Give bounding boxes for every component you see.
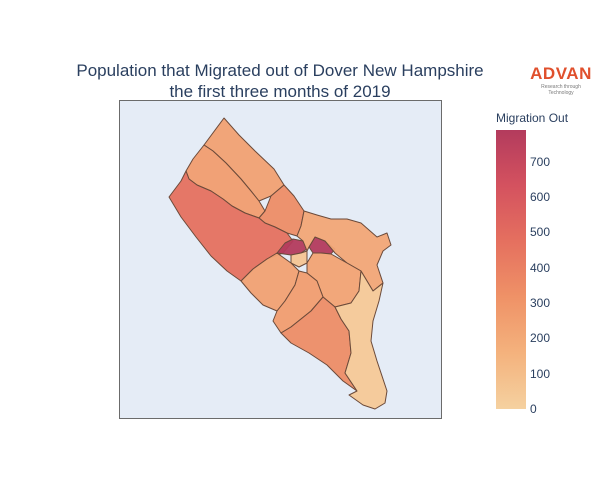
title-line-2: the first three months of 2019: [169, 82, 391, 101]
colorbar: [496, 130, 526, 409]
colorbar-tick-label: 700: [530, 154, 551, 169]
advan-logo: ADVAN Research through Technology: [528, 64, 594, 97]
colorbar-tick-label: 0: [530, 402, 537, 416]
logo-tagline: Research through Technology: [541, 84, 581, 96]
colorbar-title: Migration Out: [496, 111, 569, 125]
chart-title: Population that Migrated out of Dover Ne…: [20, 60, 540, 102]
logo-text: ADVAN: [530, 64, 592, 83]
colorbar-tick-label: 100: [530, 366, 551, 381]
colorbar-tick-label: 300: [530, 296, 551, 311]
map-area[interactable]: [119, 100, 442, 419]
colorbar-tick-label: 400: [530, 260, 551, 275]
colorbar-tick-label: 600: [530, 190, 551, 205]
colorbar-tick-label: 200: [530, 331, 551, 346]
colorbar-tick-label: 500: [530, 225, 551, 240]
map-svg: [168, 117, 392, 410]
region-southeast-long[interactable]: [334, 270, 388, 410]
title-line-1: Population that Migrated out of Dover Ne…: [76, 61, 484, 80]
region-west-large[interactable]: [168, 170, 294, 282]
